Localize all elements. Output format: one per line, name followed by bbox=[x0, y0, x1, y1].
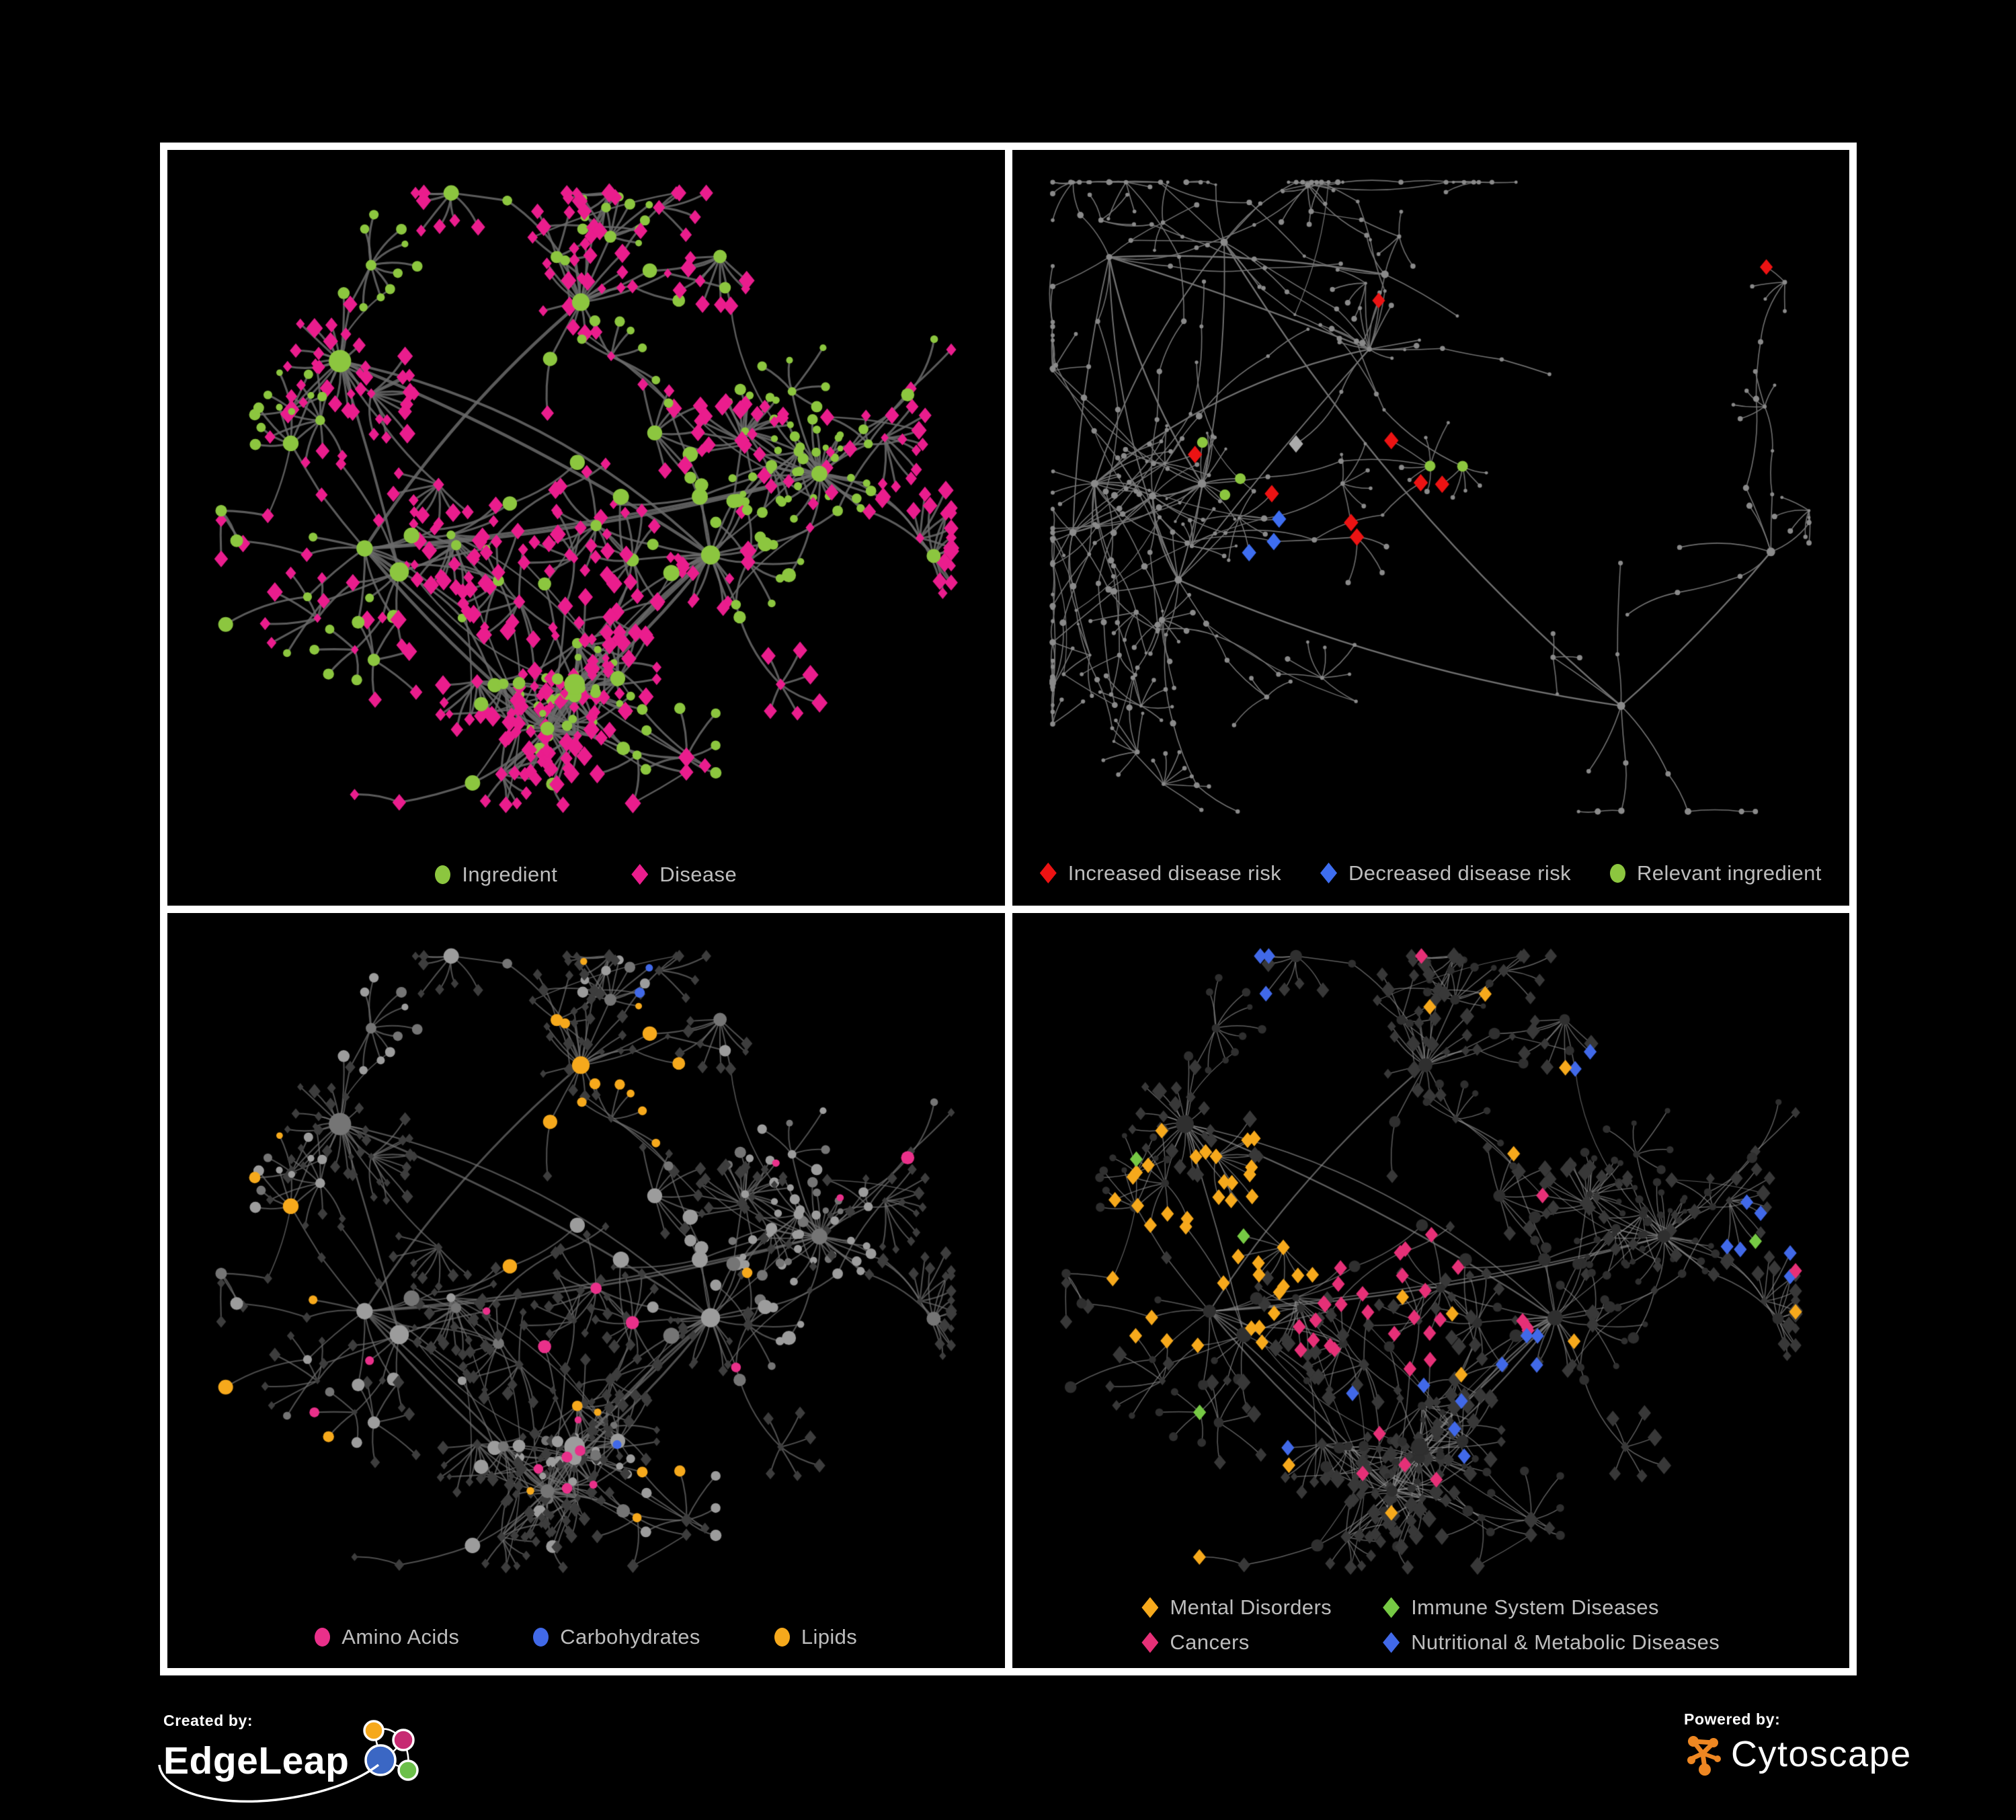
lipids-legend-marker bbox=[774, 1628, 790, 1647]
cytoscape-logo: Cytoscape bbox=[1684, 1733, 1912, 1776]
legend-label: Disease bbox=[659, 862, 737, 886]
legend-label: Ingredient bbox=[462, 862, 558, 886]
created-by-credit: Created by: EdgeLeap bbox=[158, 1712, 423, 1803]
legend-label: Lipids bbox=[801, 1625, 858, 1649]
legend-item-mental-disorders: Mental Disorders bbox=[1141, 1595, 1332, 1620]
legend-item-disease: Disease bbox=[631, 863, 737, 887]
carbohydrates-legend-marker bbox=[533, 1628, 549, 1647]
legend-label: Immune System Diseases bbox=[1411, 1595, 1659, 1619]
legend-label: Carbohydrates bbox=[560, 1625, 700, 1649]
legend-item-lipids: Lipids bbox=[774, 1625, 857, 1649]
panel-ingredient-disease: Ingredient Disease bbox=[167, 150, 1005, 906]
legend-item-relevant-ingredient: Relevant ingredient bbox=[1610, 861, 1822, 885]
panel-nutrient-classes: Amino Acids Carbohydrates Lipids bbox=[167, 912, 1005, 1668]
legend-label: Mental Disorders bbox=[1170, 1595, 1332, 1619]
relevant-ingredient-legend-marker bbox=[1610, 863, 1626, 883]
increased-risk-legend-marker bbox=[1039, 863, 1057, 883]
mental-disorders-legend-marker bbox=[1141, 1597, 1159, 1618]
amino-acids-legend-marker bbox=[315, 1628, 331, 1647]
nutrient-classes-legend: Amino Acids Carbohydrates Lipids bbox=[167, 1625, 1005, 1649]
disease-legend-marker bbox=[631, 864, 649, 885]
disease-risk-network bbox=[1012, 150, 1849, 906]
powered-by-credit: Powered by: Cytoscape bbox=[1684, 1710, 1912, 1776]
legend-label: Amino Acids bbox=[341, 1625, 460, 1649]
legend-label: Nutritional & Metabolic Diseases bbox=[1411, 1630, 1720, 1654]
legend-label: Relevant ingredient bbox=[1637, 861, 1822, 885]
nutritional-metabolic-diseases-legend-marker bbox=[1383, 1632, 1400, 1653]
ingredient-disease-legend: Ingredient Disease bbox=[167, 863, 1005, 887]
cytoscape-icon bbox=[1687, 1736, 1721, 1776]
disease-risk-legend: Increased disease risk Decreased disease… bbox=[1012, 861, 1850, 885]
edgeleap-wordmark: EdgeLeap bbox=[163, 1739, 350, 1782]
network-grid: Ingredient Disease Increased disease ris… bbox=[160, 143, 1857, 1675]
legend-item-immune-system-diseases: Immune System Diseases bbox=[1383, 1595, 1720, 1620]
edgeleap-network-icon bbox=[363, 1720, 419, 1781]
legend-item-decreased-risk: Decreased disease risk bbox=[1320, 861, 1571, 885]
legend-label: Increased disease risk bbox=[1067, 861, 1281, 885]
panel-disease-categories: Mental Disorders Immune System Diseases … bbox=[1012, 912, 1849, 1668]
disease-categories-legend: Mental Disorders Immune System Diseases … bbox=[1141, 1595, 1720, 1655]
powered-by-label: Powered by: bbox=[1684, 1710, 1781, 1728]
legend-item-ingredient: Ingredient bbox=[435, 863, 557, 887]
legend-item-amino-acids: Amino Acids bbox=[315, 1625, 459, 1649]
decreased-risk-legend-marker bbox=[1320, 863, 1337, 883]
ingredient-legend-marker bbox=[435, 865, 451, 884]
legend-label: Cancers bbox=[1170, 1630, 1250, 1654]
disease-categories-network bbox=[1012, 912, 1849, 1668]
immune-system-diseases-legend-marker bbox=[1383, 1597, 1400, 1618]
cancers-legend-marker bbox=[1141, 1632, 1159, 1653]
created-by-label: Created by: bbox=[163, 1712, 253, 1729]
legend-item-carbohydrates: Carbohydrates bbox=[533, 1625, 700, 1649]
legend-item-increased-risk: Increased disease risk bbox=[1039, 861, 1281, 885]
cytoscape-wordmark: Cytoscape bbox=[1731, 1734, 1912, 1774]
panel-disease-risk: Increased disease risk Decreased disease… bbox=[1012, 150, 1850, 906]
legend-item-cancers: Cancers bbox=[1141, 1630, 1332, 1655]
edgeleap-logo: EdgeLeap bbox=[158, 1720, 423, 1803]
legend-label: Decreased disease risk bbox=[1348, 861, 1572, 885]
nutrient-classes-network bbox=[167, 912, 1005, 1668]
ingredient-disease-network bbox=[167, 150, 1005, 906]
legend-item-nutritional-metabolic-diseases: Nutritional & Metabolic Diseases bbox=[1383, 1630, 1720, 1655]
